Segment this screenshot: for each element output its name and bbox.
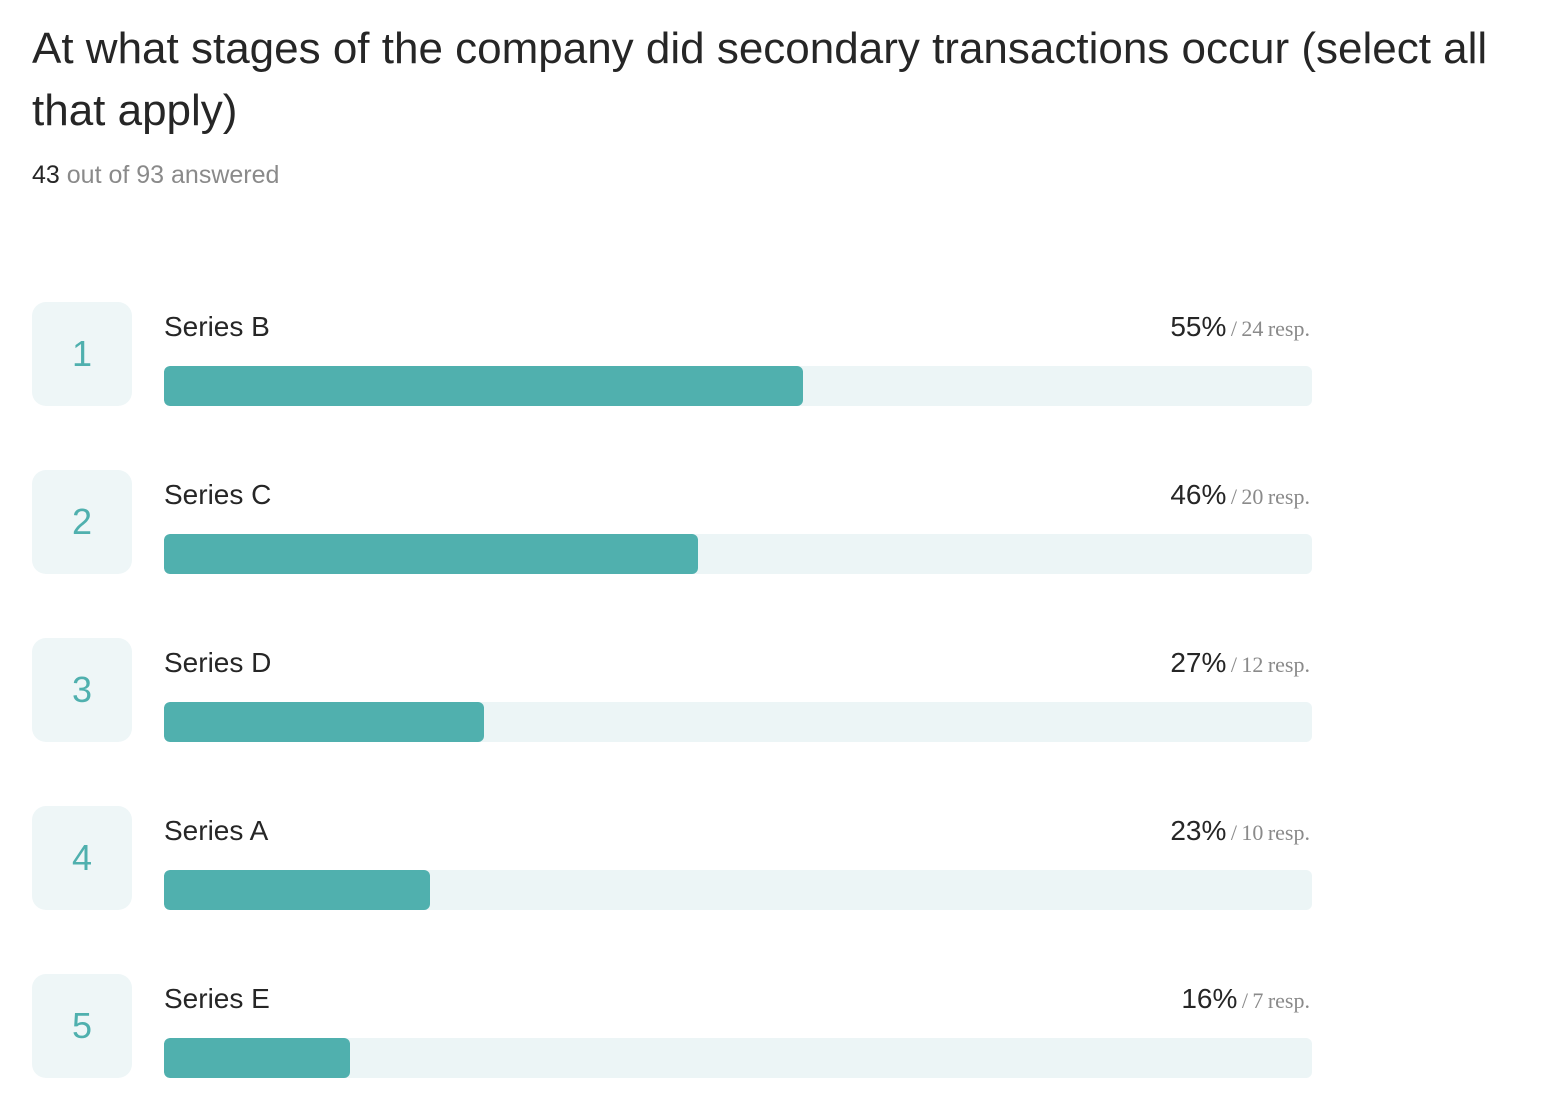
answered-count: 43 [32, 161, 60, 189]
percent-label: 16% [1181, 983, 1238, 1014]
response-count: 20 [1241, 484, 1264, 509]
separator: / [1230, 484, 1237, 509]
separator: / [1241, 988, 1248, 1013]
response-count: 24 [1241, 316, 1264, 341]
separator: / [1230, 820, 1237, 845]
bar-track [164, 534, 1312, 574]
result-stat: 55% / 24 resp. [1170, 310, 1310, 349]
response-count: 12 [1241, 652, 1264, 677]
question-title: At what stages of the company did second… [32, 24, 1488, 135]
result-stat: 46% / 20 resp. [1170, 478, 1310, 517]
separator: / [1230, 316, 1237, 341]
response-count: 10 [1241, 820, 1264, 845]
result-stat: 27% / 12 resp. [1170, 646, 1310, 685]
bar-fill [164, 870, 430, 910]
bar-fill [164, 1038, 350, 1078]
answered-suffix: out of 93 answered [66, 161, 280, 189]
rank-badge: 2 [32, 470, 132, 574]
bar-fill [164, 702, 484, 742]
bar-track [164, 702, 1312, 742]
result-stat: 16% / 7 resp. [1181, 982, 1310, 1021]
percent-label: 46% [1170, 479, 1227, 510]
result-row: 4 Series A 23% / 10 resp. [0, 806, 1552, 910]
bar-fill [164, 534, 698, 574]
rank-badge: 5 [32, 974, 132, 1078]
response-suffix: resp. [1267, 820, 1310, 845]
rank-badge: 4 [32, 806, 132, 910]
bar-fill [164, 366, 803, 406]
percent-label: 23% [1170, 815, 1227, 846]
rank-badge: 1 [32, 302, 132, 406]
separator: / [1230, 652, 1237, 677]
option-label: Series B [164, 311, 270, 342]
option-label: Series D [164, 647, 272, 678]
percent-label: 27% [1170, 647, 1227, 678]
bar-track [164, 366, 1312, 406]
bar-track [164, 1038, 1312, 1078]
answered-summary: 43 out of 93 answered [32, 160, 279, 190]
percent-label: 55% [1170, 311, 1227, 342]
response-suffix: resp. [1267, 316, 1310, 341]
option-label: Series C [164, 479, 272, 510]
response-suffix: resp. [1267, 988, 1310, 1013]
option-label: Series A [164, 815, 269, 846]
option-label: Series E [164, 983, 270, 1014]
response-count: 7 [1252, 988, 1264, 1013]
bar-track [164, 870, 1312, 910]
result-row: 1 Series B 55% / 24 resp. [0, 302, 1552, 406]
response-suffix: resp. [1267, 484, 1310, 509]
result-row: 5 Series E 16% / 7 resp. [0, 974, 1552, 1078]
result-row: 3 Series D 27% / 12 resp. [0, 638, 1552, 742]
rank-badge: 3 [32, 638, 132, 742]
result-row: 2 Series C 46% / 20 resp. [0, 470, 1552, 574]
response-suffix: resp. [1267, 652, 1310, 677]
result-stat: 23% / 10 resp. [1170, 814, 1310, 853]
